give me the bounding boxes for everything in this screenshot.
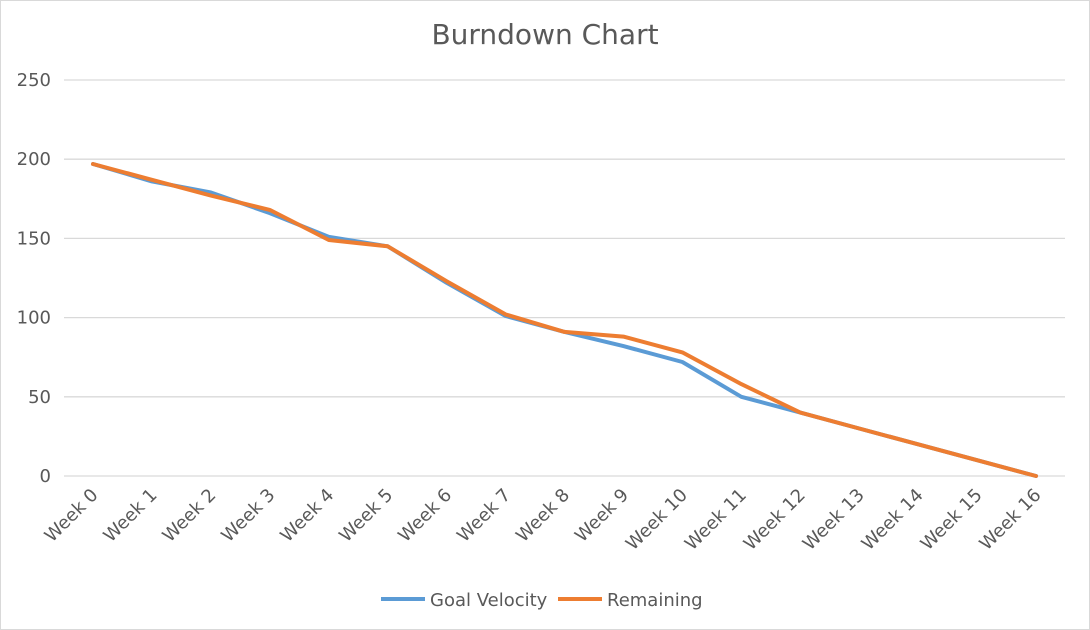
y-tick-label: 0	[40, 466, 51, 487]
x-tick-label: Week 1	[100, 485, 162, 547]
legend-label: Goal Velocity	[430, 590, 548, 611]
gridlines	[64, 79, 1065, 477]
x-tick-label: Week 6	[394, 485, 456, 547]
x-tick-label: Week 2	[159, 485, 221, 547]
x-tick-label: Week 4	[276, 485, 338, 547]
chart-title: Burndown Chart	[431, 18, 658, 51]
series-line-remaining	[91, 162, 1038, 478]
x-tick-label: Week 13	[799, 485, 869, 555]
y-tick-label: 50	[28, 387, 51, 408]
x-tick-label: Week 5	[335, 485, 397, 547]
x-tick-label: Week 12	[740, 485, 810, 555]
series-line-goal-velocity	[91, 162, 1038, 478]
x-tick-label: Week 10	[622, 485, 692, 555]
x-tick-label: Week 8	[512, 485, 574, 547]
y-tick-label: 150	[17, 228, 51, 249]
x-tick-label: Week 7	[453, 485, 515, 547]
y-tick-label: 250	[17, 70, 51, 91]
legend: Goal Velocity Remaining	[381, 590, 703, 611]
legend-label: Remaining	[607, 590, 703, 611]
x-tick-label: Week 14	[858, 485, 928, 555]
x-tick-label: Week 11	[681, 485, 751, 555]
x-tick-label: Week 3	[217, 485, 279, 547]
series-lines	[91, 162, 1038, 478]
y-tick-label: 200	[17, 149, 51, 170]
x-tick-label: Week 0	[41, 485, 103, 547]
y-axis-ticks: 0 50 100 150 200 250	[17, 70, 51, 487]
x-tick-label: Week 15	[917, 485, 987, 555]
y-tick-label: 100	[17, 308, 51, 329]
x-tick-label: Week 16	[976, 485, 1046, 555]
